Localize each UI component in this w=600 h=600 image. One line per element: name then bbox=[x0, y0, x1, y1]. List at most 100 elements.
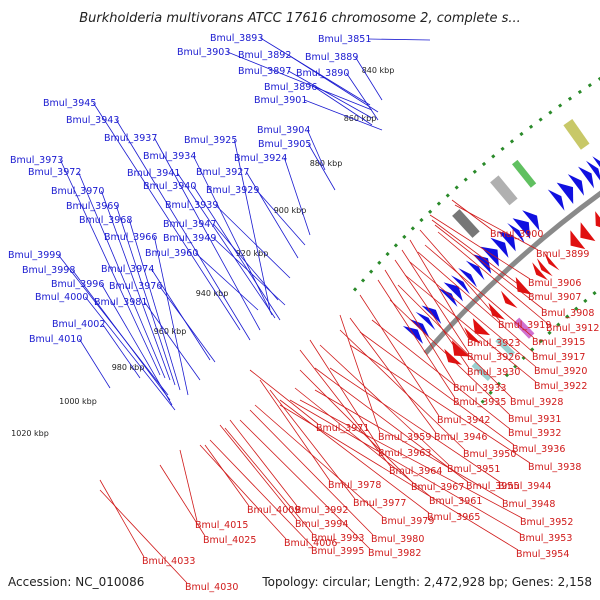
leader-line bbox=[179, 449, 198, 522]
reverse-gene-label: Bmul_3930 bbox=[467, 367, 520, 378]
label-leader-lines bbox=[58, 37, 549, 584]
forward-gene-arrow bbox=[578, 166, 594, 189]
forward-gene-arrow bbox=[547, 189, 565, 211]
forward-gene-label: Bmul_3998 bbox=[22, 265, 75, 276]
leader-line bbox=[314, 367, 469, 483]
reverse-gene-label: Bmul_4033 bbox=[142, 556, 195, 567]
reverse-gene-label: Bmul_3980 bbox=[371, 534, 424, 545]
leader-line bbox=[288, 54, 379, 113]
reverse-gene-label: Bmul_4025 bbox=[203, 535, 256, 546]
leader-line bbox=[404, 274, 537, 383]
leader-line bbox=[401, 249, 470, 354]
leader-line bbox=[307, 129, 326, 171]
leader-line bbox=[314, 389, 505, 501]
reverse-gene-arrow bbox=[595, 211, 600, 228]
forward-gene-label: Bmul_3904 bbox=[257, 125, 310, 136]
reverse-gene-label: Bmul_3964 bbox=[389, 466, 442, 477]
forward-gene-label: Bmul_3905 bbox=[258, 139, 311, 150]
leader-line bbox=[454, 204, 539, 251]
reverse-gene-label: Bmul_3953 bbox=[519, 533, 572, 544]
forward-gene-label: Bmul_3851 bbox=[318, 34, 371, 45]
forward-gene-label: Bmul_3893 bbox=[210, 33, 263, 44]
forward-gene-label: Bmul_3970 bbox=[51, 186, 104, 197]
leader-line bbox=[93, 102, 241, 331]
forward-gene-arrow bbox=[497, 231, 516, 252]
reverse-gene-label: Bmul_3952 bbox=[520, 517, 573, 528]
reverse-gene-label: Bmul_3967 bbox=[411, 482, 464, 493]
leader-line bbox=[288, 70, 373, 119]
leader-line bbox=[269, 389, 356, 500]
leader-line bbox=[417, 251, 535, 354]
reverse-gene-label: Bmul_3965 bbox=[427, 512, 480, 523]
leader-line bbox=[234, 139, 271, 311]
leader-line bbox=[339, 314, 381, 434]
forward-gene-arrow bbox=[415, 311, 436, 331]
forward-gene-arrow bbox=[472, 254, 492, 274]
reverse-gene-label: Bmul_3971 bbox=[316, 423, 369, 434]
forward-gene-label: Bmul_3939 bbox=[165, 200, 218, 211]
leader-line bbox=[359, 331, 515, 446]
forward-gene-arrow bbox=[402, 326, 423, 344]
forward-gene-label: Bmul_3945 bbox=[43, 98, 96, 109]
leader-line bbox=[409, 261, 537, 368]
reverse-gene-label: Bmul_3992 bbox=[295, 505, 348, 516]
leader-line bbox=[195, 252, 259, 311]
leader-line bbox=[434, 224, 544, 310]
forward-gene-label: Bmul_3927 bbox=[196, 167, 249, 178]
leader-line bbox=[154, 137, 261, 331]
forward-gene-arrow bbox=[421, 305, 442, 324]
forward-gene-label: Bmul_3924 bbox=[234, 153, 287, 164]
reverse-gene-label: Bmul_3907 bbox=[528, 292, 581, 303]
forward-gene-label: Bmul_3974 bbox=[101, 264, 154, 275]
position-marker-label: 840 kbp bbox=[362, 66, 395, 75]
forward-gene-arrow bbox=[458, 268, 477, 288]
reverse-gene-label: Bmul_3935 bbox=[453, 397, 506, 408]
forward-gene-arrow bbox=[438, 288, 458, 307]
reverse-gene-arrow bbox=[488, 302, 506, 320]
reverse-gene-label: Bmul_3982 bbox=[368, 548, 421, 559]
leader-line bbox=[193, 155, 273, 316]
forward-gene-label: Bmul_3929 bbox=[206, 185, 259, 196]
reverse-gene-label: Bmul_3923 bbox=[467, 338, 520, 349]
reverse-gene-label: Bmul_3950 bbox=[463, 449, 516, 460]
reverse-gene-label: Bmul_3917 bbox=[532, 352, 585, 363]
leader-line bbox=[154, 236, 189, 396]
reverse-gene-label: Bmul_3938 bbox=[528, 462, 581, 473]
leader-line bbox=[72, 269, 171, 401]
leader-line bbox=[424, 244, 535, 339]
reverse-gene-label: Bmul_3908 bbox=[541, 308, 594, 319]
leader-line bbox=[239, 419, 371, 550]
leader-line bbox=[116, 205, 176, 386]
reverse-gene-label: Bmul_3942 bbox=[437, 415, 490, 426]
leader-line bbox=[199, 444, 287, 540]
reverse-gene-label: Bmul_3959 bbox=[378, 432, 431, 443]
forward-gene-label: Bmul_3973 bbox=[10, 155, 63, 166]
feature-block bbox=[512, 159, 537, 188]
leader-line bbox=[355, 56, 383, 101]
reverse-gene-label: Bmul_3919 bbox=[498, 320, 551, 331]
forward-gene-arrow bbox=[592, 156, 600, 168]
leader-line bbox=[227, 51, 373, 111]
reverse-gene-label: Bmul_3915 bbox=[532, 337, 585, 348]
forward-gene-label: Bmul_3996 bbox=[51, 279, 104, 290]
leader-line bbox=[99, 489, 188, 584]
reverse-gene-label: Bmul_3963 bbox=[378, 448, 431, 459]
forward-gene-arrow bbox=[567, 174, 584, 196]
leader-line bbox=[256, 189, 306, 246]
forward-gene-label: Bmul_3969 bbox=[66, 201, 119, 212]
forward-gene-arrow bbox=[490, 237, 509, 258]
leader-line bbox=[129, 219, 181, 391]
reverse-gene-arrow bbox=[580, 222, 596, 242]
leader-line bbox=[377, 279, 456, 399]
leader-line bbox=[299, 369, 414, 484]
gene-labels: Bmul_3851 Bmul_3893 Bmul_3903 Bmul_3892 Bmul… bbox=[8, 33, 599, 593]
leader-line bbox=[339, 329, 466, 451]
reverse-gene-label: Bmul_3955 bbox=[466, 481, 519, 492]
leader-line bbox=[254, 404, 384, 518]
leader-line bbox=[259, 379, 331, 482]
leader-line bbox=[437, 231, 549, 325]
feature-block bbox=[490, 175, 518, 206]
forward-gene-label: Bmul_4000 bbox=[35, 292, 88, 303]
reverse-gene-arrow bbox=[501, 290, 518, 309]
leader-line bbox=[219, 424, 298, 521]
